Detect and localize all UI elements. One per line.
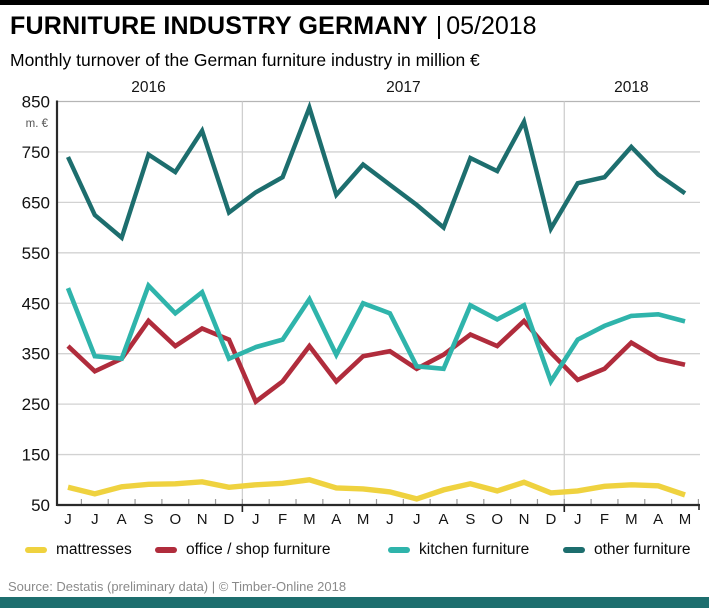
kitchen-swatch-icon — [388, 547, 410, 553]
series-line-office-shop-furniture — [66, 317, 686, 406]
y-tick-label: 350 — [22, 345, 50, 364]
chart-legend: mattresses office / shop furniture kitch… — [0, 539, 709, 561]
unit-label: m. € — [26, 118, 49, 130]
y-tick-label: 750 — [22, 143, 50, 162]
source-note: Source: Destatis (preliminary data) | © … — [8, 579, 347, 594]
x-tick-label: J — [386, 511, 394, 528]
series-line-other-furniture — [66, 100, 687, 242]
year-label: 2018 — [614, 79, 648, 96]
x-tick-label: M — [303, 511, 316, 528]
x-tick-label: F — [278, 511, 287, 528]
x-tick-label: J — [252, 511, 260, 528]
legend-label: mattresses — [56, 541, 132, 558]
y-tick-label: 450 — [22, 294, 50, 313]
top-black-bar — [0, 0, 709, 5]
x-tick-label: N — [519, 511, 530, 528]
x-tick-label: D — [224, 511, 235, 528]
year-label: 2016 — [131, 79, 165, 96]
x-tick-label: M — [625, 511, 638, 528]
other-swatch-icon — [563, 547, 585, 553]
series-line-kitchen-furniture — [65, 281, 686, 387]
series-line-mattresses — [67, 477, 686, 502]
title-text: FURNITURE INDUSTRY GERMANY — [10, 12, 428, 40]
x-tick-label: A — [653, 511, 663, 528]
y-tick-label: 550 — [22, 244, 50, 263]
y-tick-label: 50 — [31, 496, 50, 515]
title-period: 05/2018 — [446, 12, 537, 40]
chart-subtitle: Monthly turnover of the German furniture… — [10, 50, 480, 70]
legend-item-other-furniture: other furniture — [563, 539, 691, 561]
x-tick-label: D — [545, 511, 556, 528]
page-title: FURNITURE INDUSTRY GERMANY | 05/2018 — [10, 12, 537, 41]
x-tick-label: A — [117, 511, 127, 528]
x-tick-label: S — [465, 511, 475, 528]
legend-label: kitchen furniture — [419, 541, 530, 558]
x-tick-label: O — [491, 511, 503, 528]
y-tick-label: 850 — [22, 93, 50, 112]
x-tick-label: J — [413, 511, 421, 528]
year-label: 2017 — [386, 79, 420, 96]
x-tick-label: S — [143, 511, 153, 528]
y-tick-label: 150 — [22, 446, 50, 465]
x-tick-label: A — [439, 511, 449, 528]
x-tick-label: J — [91, 511, 99, 528]
x-tick-label: J — [574, 511, 582, 528]
y-tick-label: 250 — [22, 395, 50, 414]
x-tick-label: O — [169, 511, 181, 528]
y-tick-label: 650 — [22, 193, 50, 212]
x-tick-label: M — [357, 511, 370, 528]
office-shop-swatch-icon — [155, 547, 177, 553]
x-tick-label: J — [64, 511, 72, 528]
bottom-teal-bar — [0, 597, 709, 608]
title-separator: | — [435, 12, 443, 40]
x-tick-label: M — [679, 511, 692, 528]
legend-item-kitchen-furniture: kitchen furniture — [388, 539, 529, 561]
x-tick-label: F — [600, 511, 609, 528]
x-tick-label: N — [197, 511, 208, 528]
legend-item-mattresses: mattresses — [25, 539, 132, 561]
mattresses-swatch-icon — [25, 547, 47, 553]
legend-label: office / shop furniture — [186, 541, 331, 558]
legend-label: other furniture — [594, 541, 691, 558]
x-tick-label: A — [331, 511, 341, 528]
legend-item-office-shop-furniture: office / shop furniture — [155, 539, 330, 561]
